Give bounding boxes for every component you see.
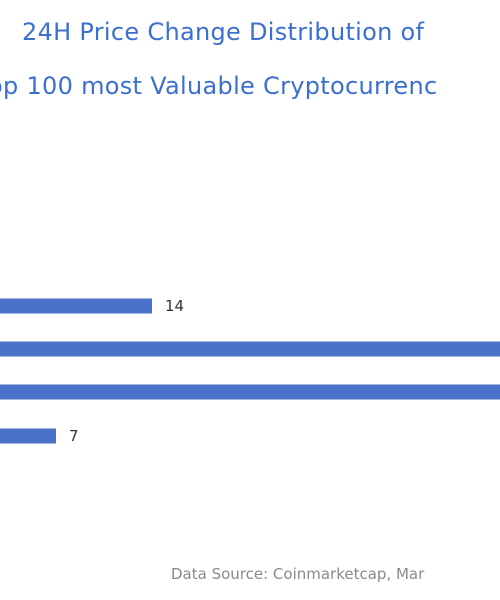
bar-2	[0, 341, 500, 357]
bar-3	[0, 384, 500, 400]
bar-4	[0, 428, 56, 444]
data-source-note: Data Source: Coinmarketcap, Mar	[171, 565, 425, 583]
chart-title-line-2: op 100 most Valuable Cryptocurrenc	[0, 72, 438, 100]
chart-title-line-1: 24H Price Change Distribution of	[22, 18, 425, 46]
bar-1	[0, 298, 152, 314]
bar-value-label-1: 14	[165, 297, 184, 315]
bar-value-label-4: 7	[69, 427, 79, 445]
